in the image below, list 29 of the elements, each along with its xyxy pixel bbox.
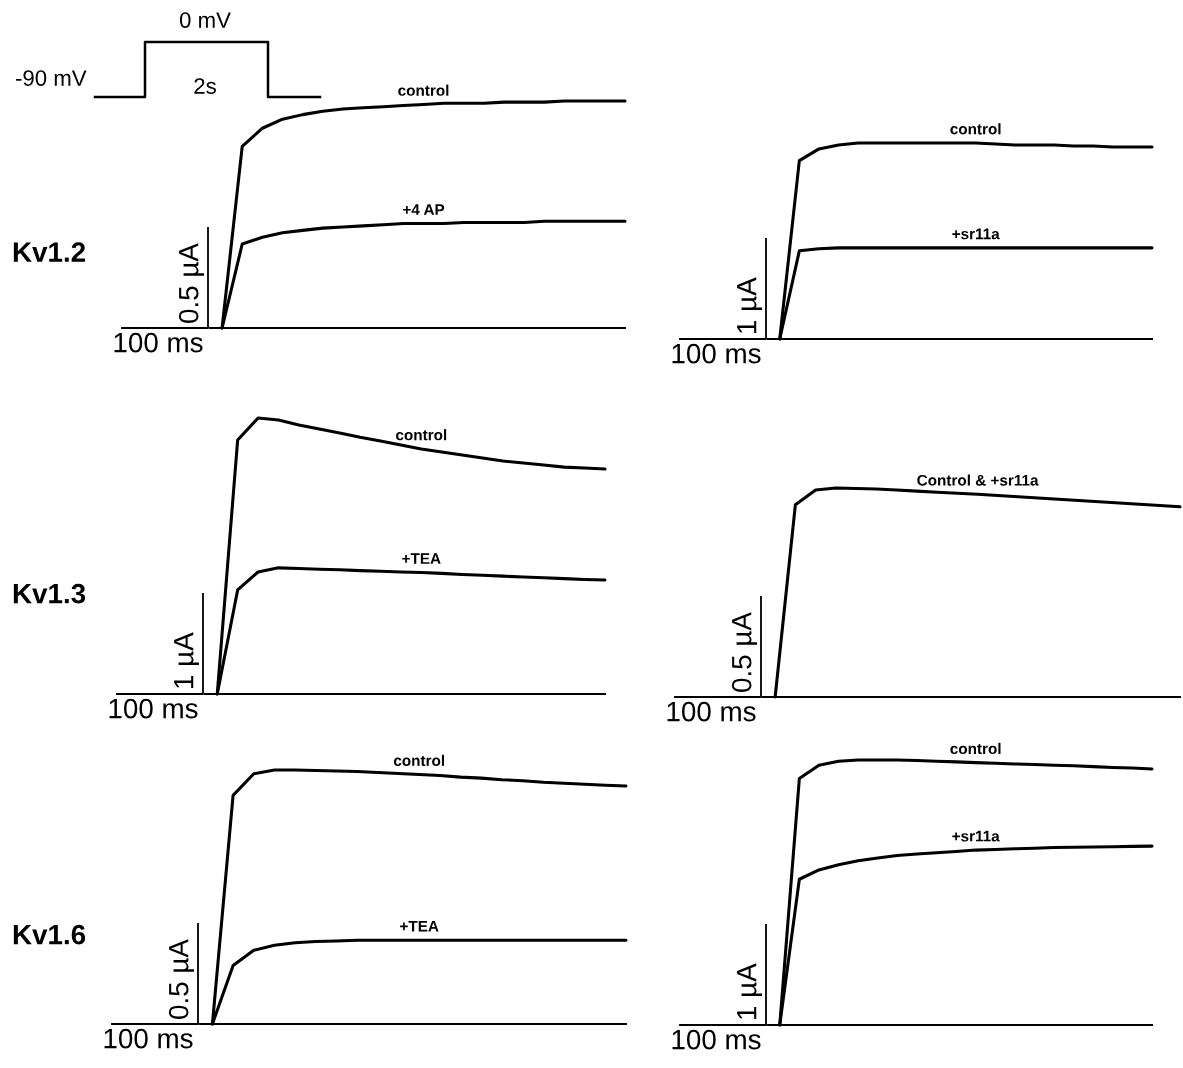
text: 100 ms bbox=[104, 1028, 193, 1049]
text: 100 ms bbox=[672, 1029, 761, 1050]
text: 0.5 µA bbox=[731, 612, 757, 692]
text: 100 ms bbox=[672, 343, 761, 364]
text: Kv1.6 bbox=[13, 924, 86, 945]
text: 0.5 µA bbox=[168, 939, 194, 1019]
series-label: +4 AP bbox=[403, 204, 445, 215]
series-label: control bbox=[950, 123, 1001, 135]
series-label: +sr11a bbox=[952, 830, 1000, 842]
text: 0 mV bbox=[179, 12, 231, 28]
text: 0.5 µA bbox=[178, 243, 204, 323]
text: 100 ms bbox=[114, 332, 203, 353]
text: 100 ms bbox=[109, 698, 198, 719]
text: Kv1.3 bbox=[13, 583, 86, 604]
series-label: control bbox=[396, 429, 447, 441]
text: 2s bbox=[194, 78, 216, 94]
series-label: Control & +sr11a bbox=[917, 474, 1039, 486]
series-label: control bbox=[393, 754, 445, 766]
series-label: +sr11a bbox=[952, 228, 1000, 240]
text: 1 µA bbox=[174, 632, 199, 688]
series-label: control bbox=[950, 742, 1001, 755]
text: Kv1.2 bbox=[13, 242, 86, 262]
series-label: control bbox=[398, 84, 449, 96]
text: -90 mV bbox=[15, 70, 87, 86]
text: 100 ms bbox=[667, 701, 756, 722]
series-label: +TEA bbox=[400, 920, 439, 932]
series-label: +TEA bbox=[402, 553, 441, 564]
text: 1 µA bbox=[737, 963, 762, 1019]
text: 1 µA bbox=[737, 277, 762, 333]
